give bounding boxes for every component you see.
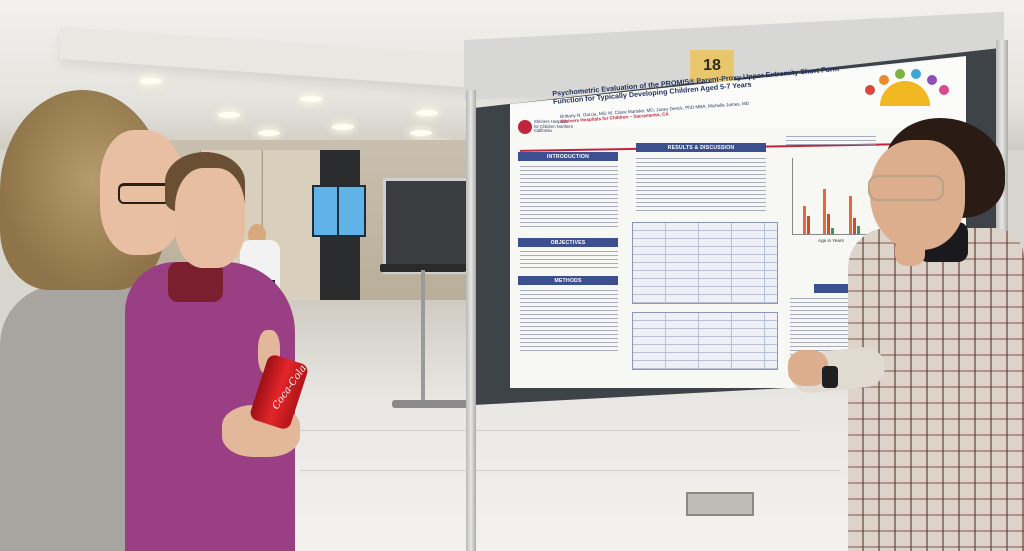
presenter-face xyxy=(870,140,965,250)
ceiling-light xyxy=(410,130,432,136)
smartwatch-icon xyxy=(822,366,838,388)
chart-caption xyxy=(786,136,876,146)
chart-bar xyxy=(823,189,826,234)
hands-logo-icon xyxy=(865,69,949,106)
ceiling-light xyxy=(416,110,438,116)
section-header: OBJECTIVES xyxy=(518,238,618,247)
section-header: METHODS xyxy=(518,276,618,285)
poster-chart xyxy=(792,158,883,235)
presenter-hand xyxy=(788,350,828,386)
rear-poster-board xyxy=(383,178,477,274)
chart-bar xyxy=(827,214,830,234)
results-table xyxy=(632,222,778,304)
chart-bar xyxy=(857,226,860,234)
ceiling-light xyxy=(140,78,162,84)
ceiling-light xyxy=(300,96,322,102)
cocktail-table-base xyxy=(392,400,468,408)
item-table xyxy=(632,312,778,370)
attendee-collar xyxy=(168,262,223,302)
chart-bar xyxy=(853,218,856,234)
attendee-face xyxy=(175,168,245,268)
ceiling-light xyxy=(218,112,240,118)
floor-seam xyxy=(300,470,840,472)
chart-bar xyxy=(807,216,810,234)
section-header: INTRODUCTION xyxy=(518,152,618,161)
board-post-left xyxy=(466,90,476,551)
glasses-icon xyxy=(868,175,944,201)
hospital-logo-icon xyxy=(518,120,532,134)
chart-axis-label: Age in Years xyxy=(818,238,844,243)
ceiling-light xyxy=(258,130,280,136)
chart-bar xyxy=(849,196,852,234)
objectives-text xyxy=(520,251,618,271)
cocktail-table xyxy=(380,264,466,272)
ceiling-light xyxy=(332,124,354,130)
chart-bar xyxy=(831,228,834,234)
introduction-text xyxy=(520,166,618,228)
chart-bar xyxy=(803,206,806,234)
wall-panel xyxy=(262,150,321,300)
results-text xyxy=(636,158,766,212)
presenter-plaid-blazer xyxy=(848,228,1024,551)
display-screen xyxy=(312,185,366,237)
floor-hatch xyxy=(686,492,754,516)
cocktail-table-leg xyxy=(421,270,425,405)
methods-text xyxy=(520,290,618,354)
floor-seam xyxy=(300,430,800,432)
poster-logo-text: Shriners Hospitals for Children Northern… xyxy=(534,119,574,134)
board-number: 18 xyxy=(690,50,734,82)
section-header: RESULTS & DISCUSSION xyxy=(636,143,766,152)
